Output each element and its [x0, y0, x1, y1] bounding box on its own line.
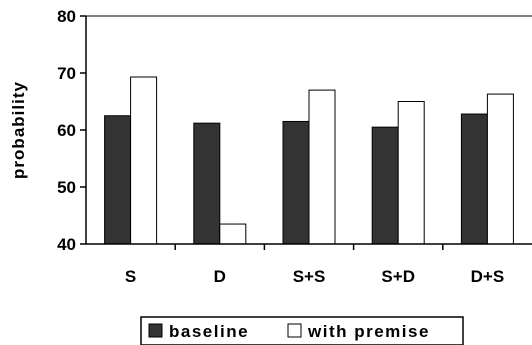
y-tick-label: 60 — [57, 121, 76, 140]
bar-baseline-S — [104, 115, 132, 245]
y-tick-label: 50 — [57, 178, 76, 197]
bar-baseline-DplusS — [460, 113, 488, 245]
bars — [104, 76, 514, 245]
legend-label-baseline: baseline — [169, 322, 249, 341]
x-tick-label: D — [214, 267, 226, 286]
y-tick-label: 80 — [57, 7, 76, 26]
bar-with-premise-S — [130, 76, 158, 245]
bar-baseline-SplusD — [371, 126, 399, 245]
bar-with-premise-SplusD — [397, 101, 425, 245]
y-axis-title: probability — [9, 81, 28, 179]
legend-box — [140, 316, 464, 345]
x-tick-label: S+D — [381, 267, 415, 286]
bar-with-premise-D — [219, 223, 247, 245]
bar-baseline-D — [193, 122, 221, 245]
x-tick-label: S — [125, 267, 136, 286]
y-ticks: 40 50 60 70 80 — [57, 7, 86, 254]
legend: baseline with premise — [140, 316, 464, 345]
y-tick-label: 70 — [57, 64, 76, 83]
legend-swatch-baseline — [148, 323, 163, 338]
x-tick-label: D+S — [471, 267, 505, 286]
x-tick-label: S+S — [293, 267, 326, 286]
legend-label-with-premise: with premise — [307, 322, 430, 341]
bar-baseline-SplusS — [282, 120, 310, 245]
bar-with-premise-SplusS — [308, 89, 336, 245]
legend-swatch-with-premise — [287, 323, 302, 338]
bar-with-premise-DplusS — [486, 93, 514, 245]
y-tick-label: 40 — [57, 235, 76, 254]
x-ticks: S D S+S S+D D+S — [125, 244, 504, 286]
